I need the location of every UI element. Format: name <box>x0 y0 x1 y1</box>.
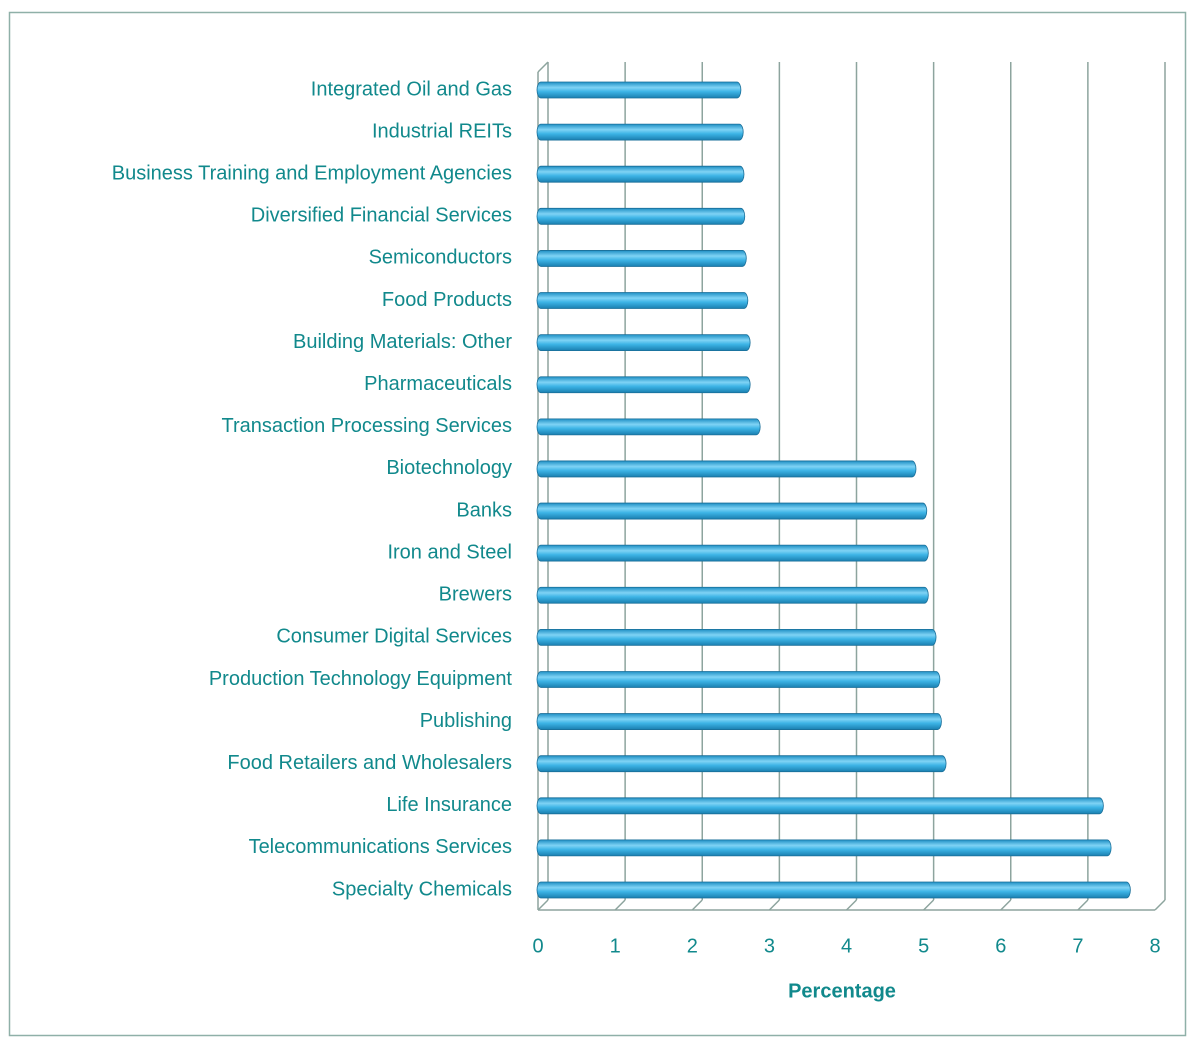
floor-tick <box>614 899 626 911</box>
bar <box>536 418 761 436</box>
y-tick-label: Food Products <box>382 289 512 311</box>
x-tick-label: 3 <box>764 935 775 957</box>
frame <box>8 11 1187 1037</box>
bar <box>536 460 917 478</box>
y-tick-label: Diversified Financial Services <box>251 205 512 227</box>
x-axis-label: Percentage <box>788 980 896 1002</box>
floor-tick <box>1000 899 1012 911</box>
floor-tick <box>923 899 935 911</box>
bar <box>536 628 937 646</box>
bar <box>536 881 1131 899</box>
x-tick-label: 1 <box>610 935 621 957</box>
y-tick-label: Brewers <box>439 584 512 606</box>
side-edge <box>537 61 549 73</box>
floor-tick <box>691 899 703 911</box>
bar <box>536 165 745 183</box>
y-tick-label: Telecommunications Services <box>249 836 512 858</box>
bar <box>536 544 929 562</box>
y-tick-label: Production Technology Equipment <box>209 668 513 690</box>
y-tick-label: Industrial REITs <box>372 120 512 142</box>
y-tick-label: Transaction Processing Services <box>222 415 513 437</box>
bar <box>536 376 751 394</box>
y-tick-label: Banks <box>456 499 512 521</box>
y-tick-label: Life Insurance <box>386 794 512 816</box>
bar <box>536 207 746 225</box>
bar <box>536 755 947 773</box>
y-tick-label: Biotechnology <box>386 457 512 479</box>
y-tick-label: Building Materials: Other <box>293 331 512 353</box>
bar <box>536 797 1104 815</box>
x-tick-label: 5 <box>918 935 929 957</box>
x-tick-label: 8 <box>1149 935 1160 957</box>
bar <box>536 839 1112 857</box>
bar <box>536 502 928 520</box>
bar <box>536 250 747 267</box>
bar <box>536 713 942 730</box>
x-tick-label: 2 <box>687 935 698 957</box>
x-tick-label: 7 <box>1072 935 1083 957</box>
y-tick-label: Consumer Digital Services <box>276 626 512 648</box>
bar <box>536 334 751 352</box>
bar <box>536 123 744 141</box>
y-tick-label: Pharmaceuticals <box>364 373 512 395</box>
y-tick-label: Iron and Steel <box>387 541 512 563</box>
y-tick-label: Business Training and Employment Agencie… <box>112 162 512 184</box>
x-tick-label: 0 <box>532 935 543 957</box>
floor-tick <box>537 899 549 911</box>
y-tick-label: Publishing <box>420 710 512 732</box>
floor-tick <box>1077 899 1089 911</box>
floor-tick <box>1154 899 1166 911</box>
y-tick-label: Semiconductors <box>369 247 512 269</box>
x-tick-label: 4 <box>841 935 852 957</box>
y-tick-label: Specialty Chemicals <box>332 878 512 900</box>
y-tick-label: Integrated Oil and Gas <box>311 78 512 100</box>
bar <box>536 671 941 688</box>
x-tick-label: 6 <box>995 935 1006 957</box>
floor-tick <box>768 899 780 911</box>
bar <box>536 81 742 99</box>
floor-tick <box>845 899 858 911</box>
y-tick-label: Food Retailers and Wholesalers <box>227 752 512 774</box>
bar <box>536 292 749 309</box>
bar <box>536 586 929 604</box>
